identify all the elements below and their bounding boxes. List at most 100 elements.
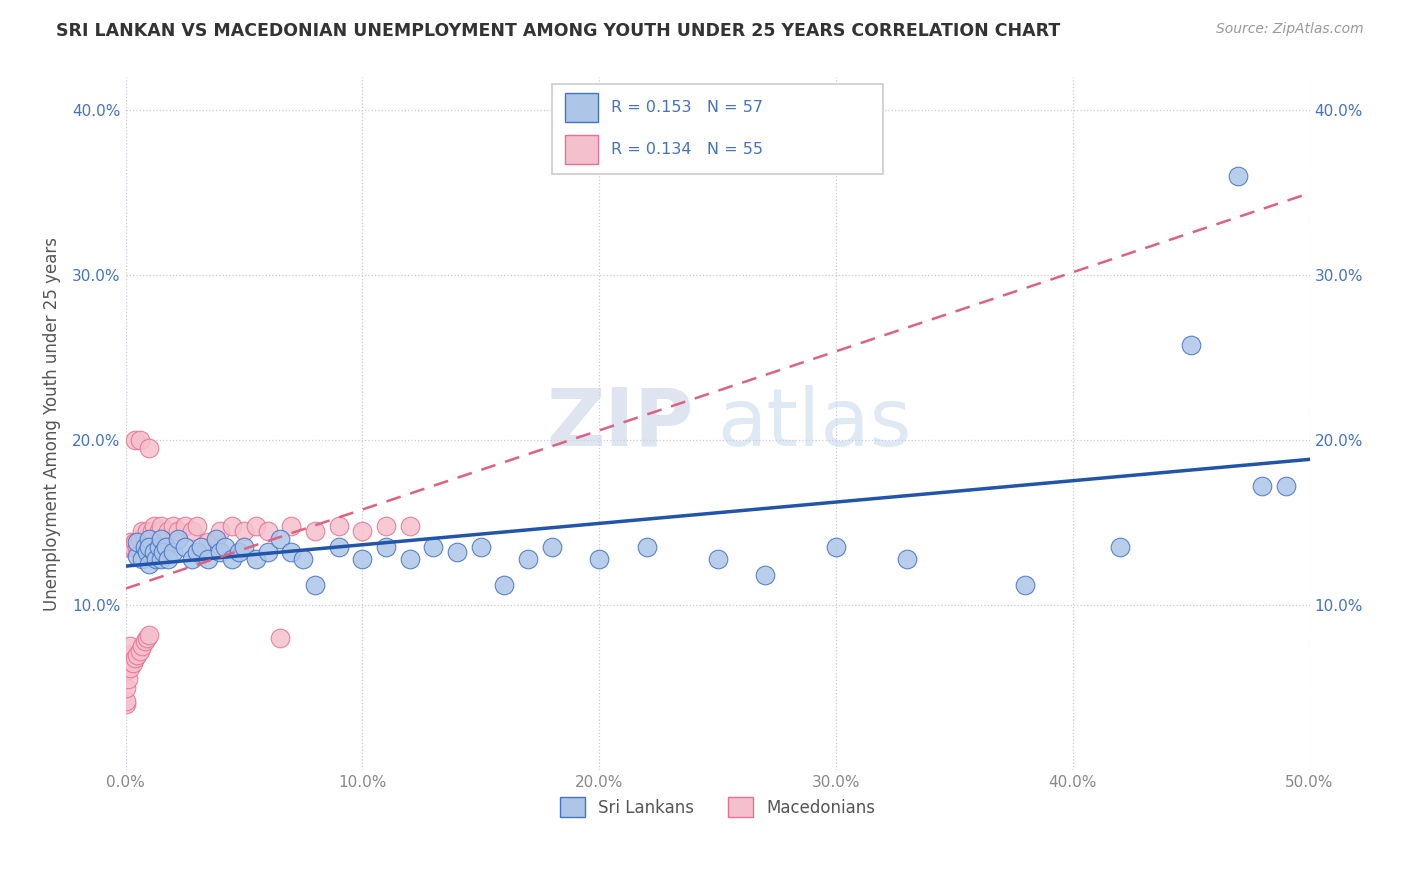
Point bbox=[121, 656, 143, 670]
Point bbox=[180, 552, 202, 566]
Text: atlas: atlas bbox=[717, 384, 912, 463]
Point bbox=[588, 552, 610, 566]
Point bbox=[114, 541, 136, 555]
Point bbox=[446, 545, 468, 559]
Point bbox=[148, 541, 170, 555]
Point bbox=[517, 552, 540, 566]
Point bbox=[1251, 479, 1274, 493]
Point bbox=[145, 552, 167, 566]
Point bbox=[204, 532, 226, 546]
Point bbox=[1227, 169, 1250, 184]
Point bbox=[245, 519, 267, 533]
Point bbox=[150, 519, 173, 533]
Point bbox=[228, 545, 250, 559]
Point bbox=[197, 552, 219, 566]
Point bbox=[292, 552, 315, 566]
Point bbox=[214, 541, 236, 555]
Point bbox=[117, 648, 139, 662]
Point bbox=[1275, 479, 1298, 493]
Point bbox=[120, 661, 142, 675]
Point bbox=[138, 541, 160, 555]
Point bbox=[131, 524, 153, 538]
Point bbox=[825, 541, 848, 555]
Point bbox=[470, 541, 492, 555]
Point bbox=[375, 541, 398, 555]
Point bbox=[114, 664, 136, 678]
Y-axis label: Unemployment Among Youth under 25 years: Unemployment Among Youth under 25 years bbox=[44, 236, 60, 611]
Point bbox=[141, 524, 163, 538]
Point bbox=[166, 524, 188, 538]
Point bbox=[124, 651, 146, 665]
Point bbox=[233, 541, 256, 555]
Point bbox=[280, 519, 302, 533]
Point bbox=[117, 673, 139, 687]
Point bbox=[197, 535, 219, 549]
Text: Source: ZipAtlas.com: Source: ZipAtlas.com bbox=[1216, 22, 1364, 37]
Point bbox=[256, 545, 278, 559]
Point bbox=[256, 524, 278, 538]
Point bbox=[135, 524, 157, 538]
Point bbox=[280, 545, 302, 559]
Point bbox=[304, 578, 326, 592]
Point bbox=[127, 535, 149, 549]
Point bbox=[135, 631, 157, 645]
Point bbox=[1109, 541, 1132, 555]
Point bbox=[233, 524, 256, 538]
Point bbox=[186, 545, 208, 559]
Point bbox=[135, 545, 157, 559]
Point bbox=[128, 644, 150, 658]
Point bbox=[209, 545, 232, 559]
Point bbox=[162, 519, 184, 533]
Point bbox=[152, 535, 174, 549]
Point bbox=[143, 545, 166, 559]
Point bbox=[636, 541, 658, 555]
Point bbox=[128, 434, 150, 448]
Point bbox=[328, 541, 350, 555]
Point bbox=[150, 552, 173, 566]
Point bbox=[398, 552, 420, 566]
Point bbox=[1180, 337, 1202, 351]
Text: SRI LANKAN VS MACEDONIAN UNEMPLOYMENT AMONG YOUTH UNDER 25 YEARS CORRELATION CHA: SRI LANKAN VS MACEDONIAN UNEMPLOYMENT AM… bbox=[56, 22, 1060, 40]
Point bbox=[269, 631, 291, 645]
Point bbox=[138, 442, 160, 456]
Point bbox=[221, 519, 243, 533]
Point bbox=[120, 535, 142, 549]
Point bbox=[180, 524, 202, 538]
Point bbox=[221, 552, 243, 566]
Point bbox=[245, 552, 267, 566]
Point bbox=[131, 552, 153, 566]
Point bbox=[540, 541, 562, 555]
Point bbox=[352, 524, 374, 538]
Point bbox=[134, 634, 156, 648]
Point bbox=[269, 532, 291, 546]
Point bbox=[304, 524, 326, 538]
Legend: Sri Lankans, Macedonians: Sri Lankans, Macedonians bbox=[554, 790, 882, 824]
Point bbox=[896, 552, 918, 566]
Point bbox=[494, 578, 516, 592]
Point bbox=[127, 648, 149, 662]
Point bbox=[1014, 578, 1036, 592]
Point bbox=[190, 541, 212, 555]
Point bbox=[754, 568, 776, 582]
Point bbox=[150, 532, 173, 546]
Point bbox=[155, 541, 177, 555]
Point bbox=[114, 697, 136, 711]
Point bbox=[173, 541, 195, 555]
Point bbox=[157, 524, 180, 538]
Point bbox=[152, 545, 174, 559]
Point bbox=[134, 541, 156, 555]
Point bbox=[375, 519, 398, 533]
Point bbox=[127, 549, 149, 563]
Point bbox=[134, 532, 156, 546]
Point bbox=[138, 557, 160, 571]
Point bbox=[173, 519, 195, 533]
Point bbox=[209, 524, 232, 538]
Point bbox=[127, 541, 149, 555]
Point bbox=[352, 552, 374, 566]
Point bbox=[114, 656, 136, 670]
Point bbox=[138, 532, 160, 546]
Point bbox=[422, 541, 444, 555]
Point bbox=[117, 541, 139, 555]
Point bbox=[166, 532, 188, 546]
Point bbox=[128, 532, 150, 546]
